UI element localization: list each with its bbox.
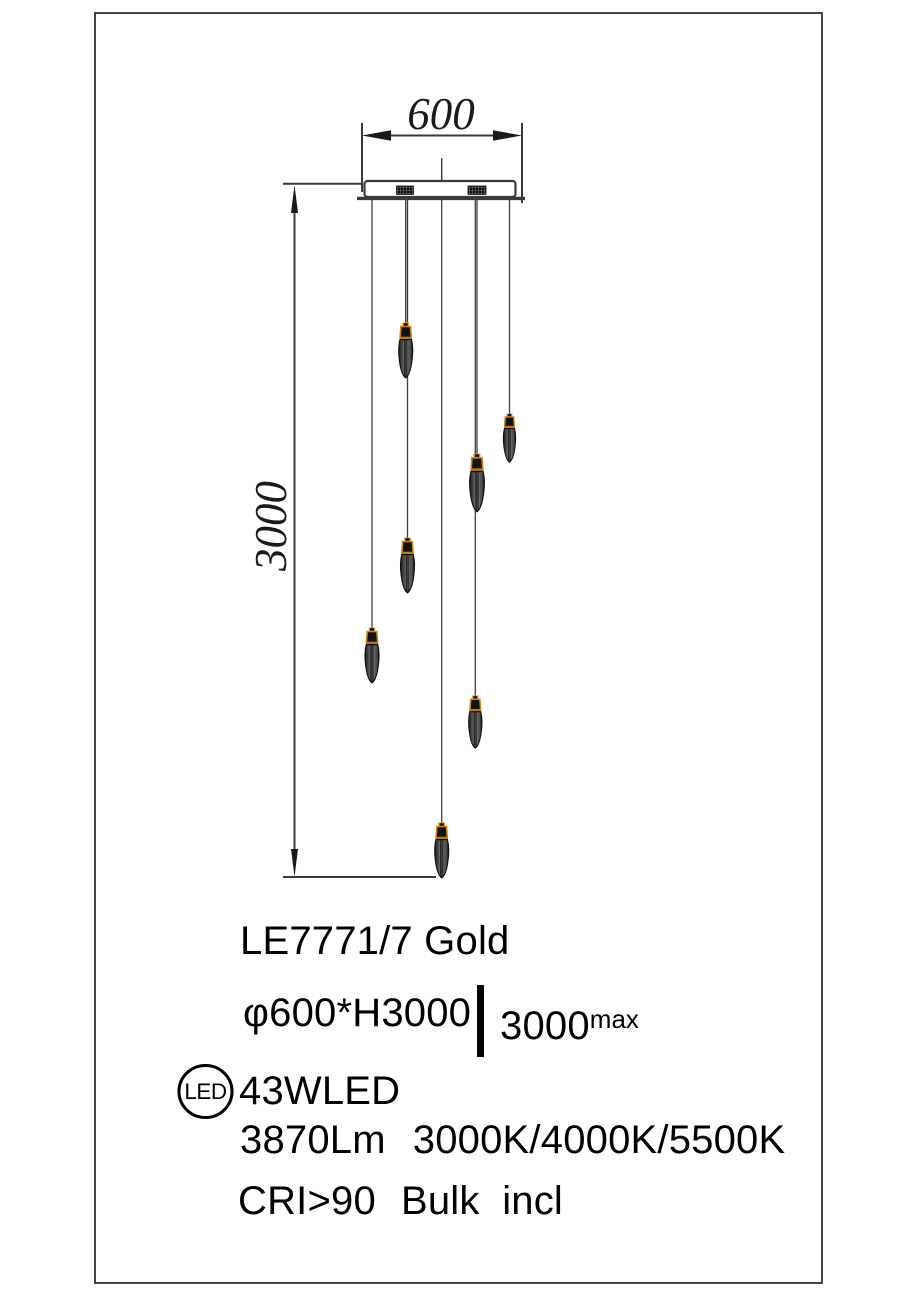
width-dimension (361, 123, 523, 203)
pendant-lamp-7 (433, 821, 450, 879)
arrowhead-left-icon (362, 130, 391, 141)
max-drop-label: 3000max (500, 1006, 639, 1046)
cri-bulb-row: CRI>90 Bulk incl (238, 1181, 563, 1221)
mounting-block-right (467, 185, 487, 195)
arrowhead-up-icon (291, 185, 298, 213)
ceiling-plate (357, 179, 525, 201)
pendant-lamp-3 (468, 452, 486, 513)
arrowhead-down-icon (291, 849, 298, 877)
pendant-lamp-5 (364, 626, 380, 684)
size-label: φ600*H3000 (243, 991, 472, 1035)
lumens-color-temp-row: 3870Lm 3000K/4000K/5500K (240, 1120, 785, 1160)
wattage-label: 43WLED (239, 1069, 401, 1113)
pendant-lamp-4 (399, 536, 416, 594)
led-badge-label: LED (184, 1078, 227, 1104)
width-dimension-label: 600 (407, 89, 475, 139)
height-dimension (283, 182, 436, 878)
color-temp-label: 3000K/4000K/5500K (412, 1118, 786, 1162)
pendant-lamps (364, 321, 517, 879)
model-label: LE7771/7 Gold (240, 919, 510, 963)
pendant-lamp-2 (502, 412, 517, 463)
max-drop-value: 3000 (500, 1004, 590, 1048)
bulb-included-label: Bulk incl (400, 1179, 564, 1223)
pendant-lamp-1 (397, 321, 414, 379)
led-badge: LED (177, 1064, 234, 1119)
cri-label: CRI>90 (238, 1179, 376, 1223)
mounting-block-left (396, 185, 414, 195)
suspension-cables (371, 199, 511, 823)
pendant-lamp-6 (467, 694, 483, 749)
arrowhead-right-icon (493, 130, 522, 141)
lumens-label: 3870Lm (240, 1118, 386, 1162)
height-dimension-label: 3000 (246, 481, 296, 571)
divider-bar (477, 985, 484, 1057)
max-drop-suffix: max (589, 1004, 639, 1034)
